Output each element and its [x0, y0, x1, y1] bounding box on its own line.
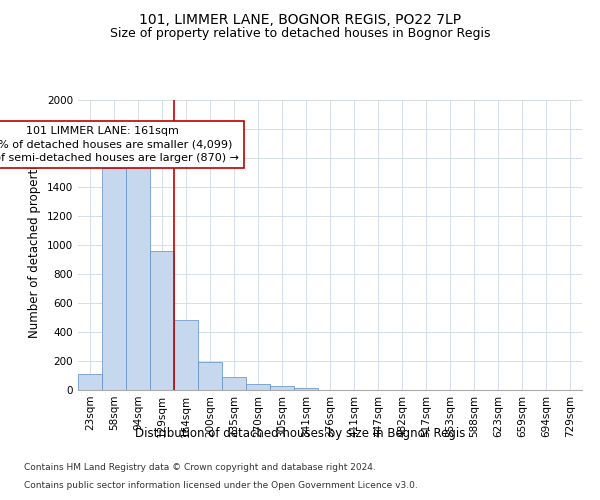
Bar — [198, 362, 222, 390]
Text: 101, LIMMER LANE, BOGNOR REGIS, PO22 7LP: 101, LIMMER LANE, BOGNOR REGIS, PO22 7LP — [139, 12, 461, 26]
Bar — [222, 377, 246, 390]
Y-axis label: Number of detached properties: Number of detached properties — [28, 152, 41, 338]
Bar — [150, 251, 174, 390]
Bar — [270, 386, 294, 390]
Bar — [294, 388, 318, 390]
Bar — [246, 384, 270, 390]
Text: Contains public sector information licensed under the Open Government Licence v3: Contains public sector information licen… — [24, 481, 418, 490]
Bar — [174, 320, 198, 390]
Text: Size of property relative to detached houses in Bognor Regis: Size of property relative to detached ho… — [110, 28, 490, 40]
Text: 101 LIMMER LANE: 161sqm
← 82% of detached houses are smaller (4,099)
17% of semi: 101 LIMMER LANE: 161sqm ← 82% of detache… — [0, 126, 239, 162]
Bar — [78, 374, 102, 390]
Text: Distribution of detached houses by size in Bognor Regis: Distribution of detached houses by size … — [135, 428, 465, 440]
Text: Contains HM Land Registry data © Crown copyright and database right 2024.: Contains HM Land Registry data © Crown c… — [24, 464, 376, 472]
Bar — [102, 168, 126, 390]
Bar — [126, 164, 150, 390]
